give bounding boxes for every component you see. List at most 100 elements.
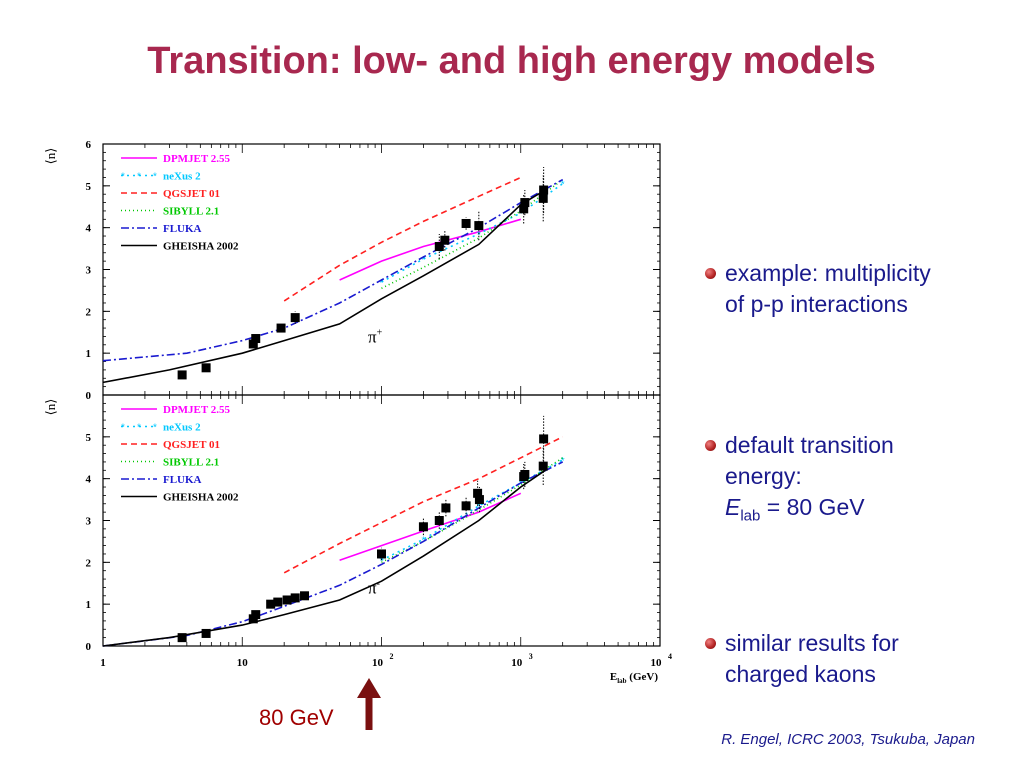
data-point xyxy=(519,204,529,214)
y-tick-label: 5 xyxy=(86,432,92,444)
series-marker: * xyxy=(477,230,481,241)
legend-label: DPMJET 2.55 xyxy=(163,404,231,416)
legend-label: SIBYLL 2.1 xyxy=(163,206,219,218)
legend-label: QGSJET 01 xyxy=(163,188,220,200)
data-point xyxy=(538,461,548,471)
bullet-line: of p-p interactions xyxy=(725,291,908,317)
particle-label: π+ xyxy=(368,328,383,347)
bullet-line: similar results for xyxy=(725,630,899,656)
data-point xyxy=(177,633,187,643)
series-line xyxy=(339,492,522,561)
series-marker: * xyxy=(380,278,384,289)
formula-value: = 80 GeV xyxy=(760,494,865,520)
y-tick-label: 0 xyxy=(86,390,92,402)
x-tick-exponent: 2 xyxy=(390,652,394,661)
legend-marker: * xyxy=(121,423,125,434)
data-point xyxy=(441,503,451,513)
series-line xyxy=(339,218,522,281)
series-marker: * xyxy=(561,456,565,467)
x-tick-exponent: 4 xyxy=(668,652,672,661)
y-tick-label: 5 xyxy=(86,181,92,193)
formula-subscript: lab xyxy=(740,507,761,525)
data-point xyxy=(538,193,548,203)
x-axis-label: Elab (GeV) xyxy=(610,671,658,685)
data-point xyxy=(377,549,386,559)
x-tick-label: 10 xyxy=(237,657,249,669)
y-tick-label: 4 xyxy=(86,223,92,235)
bullet-item: default transition energy: Elab = 80 GeV xyxy=(705,430,894,532)
y-tick-label: 3 xyxy=(86,265,92,277)
data-point xyxy=(520,198,530,208)
data-point xyxy=(300,591,310,601)
series-line xyxy=(283,176,522,302)
data-point xyxy=(251,610,261,620)
data-point xyxy=(177,370,187,380)
particle-label: π- xyxy=(368,579,380,598)
series-marker: * xyxy=(519,209,523,220)
data-point xyxy=(461,501,471,511)
x-tick-label: 10 xyxy=(372,657,384,669)
y-tick-label: 4 xyxy=(86,474,92,486)
data-point xyxy=(461,218,471,228)
data-point xyxy=(290,313,300,323)
series-marker: * xyxy=(519,479,523,490)
data-point xyxy=(434,516,444,525)
legend-label: FLUKA xyxy=(163,474,202,486)
legend-marker: * xyxy=(153,423,157,434)
y-tick-label: 2 xyxy=(86,306,92,318)
series-marker: * xyxy=(421,255,425,266)
data-point xyxy=(474,495,484,505)
legend-label: DPMJET 2.55 xyxy=(163,153,231,165)
data-point xyxy=(520,469,530,479)
legend-label: neXus 2 xyxy=(163,171,201,183)
bullet-line: energy: xyxy=(725,463,802,489)
bullet-line: charged kaons xyxy=(725,661,876,687)
credit-text: R. Engel, ICRC 2003, Tsukuba, Japan xyxy=(721,731,975,748)
bullet-line: example: multiplicity xyxy=(725,260,931,286)
legend-marker: * xyxy=(137,423,141,434)
data-point xyxy=(248,339,258,349)
page-title: Transition: low- and high energy models xyxy=(147,40,876,82)
series-line xyxy=(381,178,564,290)
x-tick-label: 10 xyxy=(511,657,523,669)
legend-label: GHEISHA 2002 xyxy=(163,241,239,253)
legend-marker: * xyxy=(153,172,157,183)
y-axis-label: ⟨n⟩ xyxy=(43,148,58,165)
data-point xyxy=(539,185,549,195)
series-line xyxy=(283,436,564,574)
energy-formula: Elab = 80 GeV xyxy=(725,492,894,532)
bullet-icon xyxy=(705,440,716,451)
formula-variable: E xyxy=(725,494,741,520)
transition-energy-label: 80 GeV xyxy=(259,705,334,730)
x-tick-label: 10 xyxy=(651,657,663,669)
y-tick-label: 0 xyxy=(86,641,92,653)
y-tick-label: 1 xyxy=(86,599,92,611)
transition-arrow-head xyxy=(357,678,381,698)
bullet-item: similar results for charged kaons xyxy=(705,628,899,690)
x-tick-label: 1 xyxy=(100,657,106,669)
y-axis-label: ⟨n⟩ xyxy=(43,399,58,416)
bullet-icon xyxy=(705,268,716,279)
bullet-item: example: multiplicity of p-p interaction… xyxy=(705,258,931,320)
series-line xyxy=(102,461,564,647)
legend-marker: * xyxy=(137,172,141,183)
chart-panel: 0 1 2 3 4 5 6 ⟨n⟩ * * * * * DPMJET 2.55 * * * neXus 2 QGSJ… xyxy=(43,139,661,402)
data-point xyxy=(276,323,286,333)
bullet-line: default transition xyxy=(725,432,894,458)
data-point xyxy=(440,235,450,245)
legend-marker: * xyxy=(121,172,125,183)
data-point xyxy=(474,221,484,231)
y-tick-label: 6 xyxy=(86,139,92,151)
series-marker: * xyxy=(561,180,565,191)
legend-label: GHEISHA 2002 xyxy=(163,492,239,504)
legend-label: SIBYLL 2.1 xyxy=(163,457,219,469)
series-line xyxy=(102,178,564,362)
data-point xyxy=(266,599,276,609)
legend-label: neXus 2 xyxy=(163,422,201,434)
data-point xyxy=(201,628,211,638)
data-point xyxy=(282,595,292,605)
series-line xyxy=(102,189,546,384)
bullet-icon xyxy=(705,638,716,649)
legend-label: FLUKA xyxy=(163,223,202,235)
